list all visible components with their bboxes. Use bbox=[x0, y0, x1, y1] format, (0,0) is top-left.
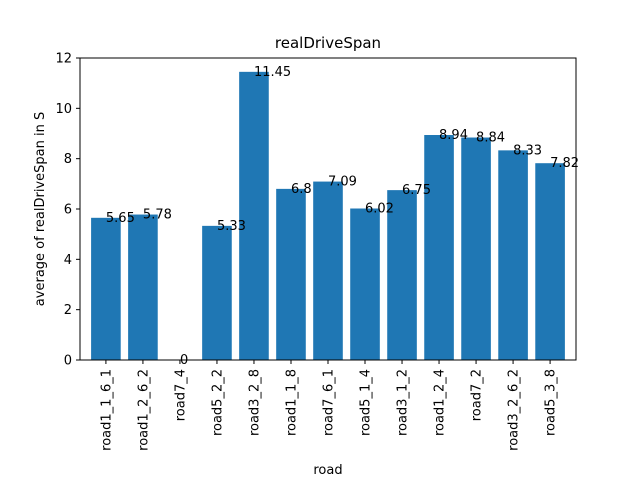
bar-road3_2_6_2 bbox=[498, 150, 528, 360]
bar-road3_1_2 bbox=[387, 190, 417, 361]
data-label-road1_1_8: 6.8 bbox=[291, 182, 312, 197]
data-label-road5_1_4: 6.02 bbox=[365, 202, 394, 217]
data-label-road3_2_6_2: 8.33 bbox=[513, 143, 542, 158]
data-label-road3_2_8: 11.45 bbox=[254, 65, 291, 80]
x-axis-title: road bbox=[313, 463, 342, 478]
bar-road1_1_8 bbox=[276, 188, 306, 360]
bar-road5_1_4 bbox=[350, 208, 380, 360]
plot-frame bbox=[79, 57, 577, 361]
data-label-road1_1_6_1: 5.65 bbox=[106, 211, 135, 226]
x-tick-label-road3_2_8: road3_2_8 bbox=[247, 369, 262, 436]
x-tick-label-road3_2_6_2: road3_2_6_2 bbox=[507, 369, 522, 451]
y-axis: 0 2 4 6 8 10 12 bbox=[55, 52, 80, 369]
data-label-road7_2: 8.84 bbox=[476, 131, 505, 146]
y-axis-title: average of realDriveSpan in S bbox=[33, 112, 48, 306]
x-tick-label-road1_2_6_2: road1_2_6_2 bbox=[136, 369, 151, 451]
x-axis: road1_1_6_1 road1_2_6_2 road7_4 road5_2_2 ro… bbox=[99, 360, 559, 451]
x-tick-label-road1_1_8: road1_1_8 bbox=[284, 369, 299, 436]
y-tick-label-6: 6 bbox=[64, 203, 72, 218]
y-tick-label-12: 12 bbox=[55, 52, 72, 67]
data-label-road1_2_4: 8.94 bbox=[439, 128, 468, 143]
bar-road7_6_1 bbox=[313, 181, 343, 360]
bar-road7_2 bbox=[461, 137, 491, 360]
x-tick-label-road1_1_6_1: road1_1_6_1 bbox=[99, 369, 114, 451]
x-tick-label-road7_6_1: road7_6_1 bbox=[322, 369, 337, 436]
data-label-road5_3_8: 7.82 bbox=[550, 156, 579, 171]
bar-road1_1_6_1 bbox=[91, 217, 121, 360]
x-tick-label-road5_1_4: road5_1_4 bbox=[359, 369, 374, 436]
x-tick-label-road7_2: road7_2 bbox=[470, 369, 485, 421]
bar-road5_2_2 bbox=[202, 225, 232, 360]
x-tick-label-road7_4: road7_4 bbox=[173, 369, 188, 421]
data-label-road1_2_6_2: 5.78 bbox=[143, 208, 172, 223]
y-tick-label-0: 0 bbox=[64, 354, 72, 369]
data-label-road7_6_1: 7.09 bbox=[328, 175, 357, 190]
y-tick-label-8: 8 bbox=[64, 152, 72, 167]
x-tick-label-road1_2_4: road1_2_4 bbox=[433, 369, 448, 436]
bar-road1_2_4 bbox=[424, 135, 454, 360]
y-tick-label-2: 2 bbox=[64, 303, 72, 318]
y-tick-label-10: 10 bbox=[55, 102, 72, 117]
bar-road3_2_8 bbox=[239, 71, 269, 360]
x-tick-label-road5_3_8: road5_3_8 bbox=[544, 369, 559, 436]
y-tick-label-4: 4 bbox=[64, 253, 72, 268]
x-tick-label-road5_2_2: road5_2_2 bbox=[210, 369, 225, 436]
bar-road1_2_6_2 bbox=[128, 214, 158, 360]
data-label-road5_2_2: 5.33 bbox=[217, 219, 246, 234]
x-tick-label-road3_1_2: road3_1_2 bbox=[396, 369, 411, 436]
bars-group bbox=[91, 71, 565, 361]
bar-road5_3_8 bbox=[535, 163, 565, 360]
data-label-road3_1_2: 6.75 bbox=[402, 183, 431, 198]
chart-title: realDriveSpan bbox=[275, 34, 381, 52]
